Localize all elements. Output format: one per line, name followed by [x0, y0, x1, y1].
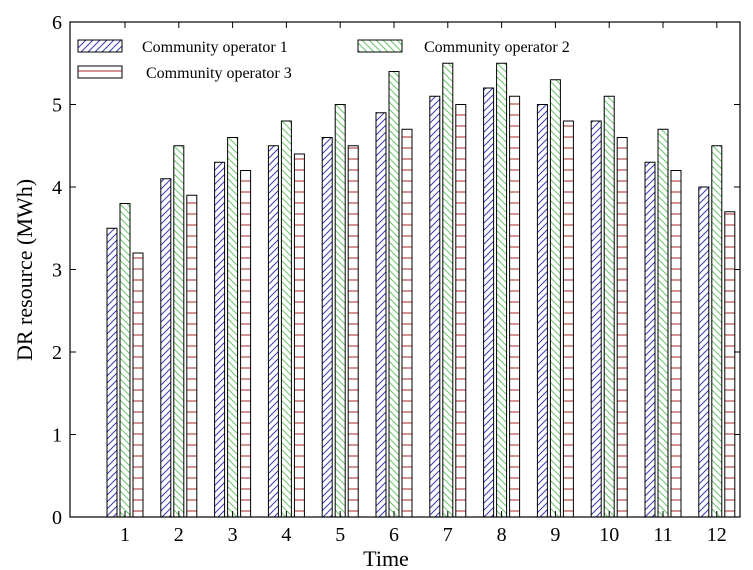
bar-series2-t2 [173, 145, 185, 518]
bar-series2-t3 [227, 137, 239, 518]
bar-series2-t10 [603, 95, 615, 518]
bar-series3-t10 [616, 137, 628, 518]
bar-series1-t11 [644, 161, 656, 518]
legend-label-series1: Community operator 1 [142, 39, 288, 56]
bar-series2-t9 [549, 79, 561, 518]
x-tick-label-1: 1 [120, 524, 130, 546]
bar-series1-t3 [214, 161, 226, 518]
bar-series3-t6 [401, 128, 413, 518]
bar-series3-t2 [186, 194, 198, 518]
bar-series1-t1 [106, 227, 118, 518]
bar-series3-t11 [670, 170, 682, 518]
y-tick-label-5: 5 [52, 95, 62, 117]
bar-series2-t4 [280, 120, 292, 518]
bar-series1-t2 [160, 178, 172, 518]
y-tick-label-1: 1 [52, 425, 62, 447]
x-tick-label-12: 12 [707, 524, 727, 546]
bar-series2-t12 [711, 145, 723, 518]
x-tick-label-4: 4 [281, 524, 291, 546]
bar-series3-t9 [562, 120, 574, 518]
legend-swatch-series1 [77, 39, 123, 53]
x-tick-label-2: 2 [174, 524, 184, 546]
bar-series1-t10 [590, 120, 602, 518]
bar-series1-t9 [536, 104, 548, 518]
bar-series2-t1 [119, 203, 131, 518]
bar-series3-t12 [724, 211, 736, 518]
bar-series1-t7 [429, 95, 441, 518]
bar-series3-t8 [509, 95, 521, 518]
bar-series1-t12 [698, 186, 710, 518]
y-tick-label-2: 2 [52, 342, 62, 364]
bar-series1-t6 [375, 112, 387, 518]
bar-series2-t5 [334, 104, 346, 518]
legend-label-series2: Community operator 2 [424, 39, 570, 56]
bar-series2-t7 [442, 62, 454, 518]
y-tick-label-4: 4 [52, 177, 62, 199]
bars-group [106, 62, 736, 518]
y-axis-label: DR resource (MWh) [12, 179, 37, 361]
bar-series3-t1 [132, 252, 144, 518]
legend: Community operator 1 Community operator 2… [77, 39, 570, 82]
bar-series1-t5 [321, 137, 333, 518]
x-tick-label-7: 7 [443, 524, 453, 546]
y-tick-label-6: 6 [52, 12, 62, 34]
x-tick-label-5: 5 [335, 524, 345, 546]
bar-series1-t8 [483, 87, 495, 518]
bar-series2-t6 [388, 71, 400, 518]
legend-swatch-series3 [77, 65, 123, 79]
bar-series3-t4 [293, 153, 305, 518]
legend-label-series3: Community operator 3 [146, 65, 292, 82]
x-tick-label-3: 3 [228, 524, 238, 546]
bar-series1-t4 [267, 145, 279, 518]
x-tick-label-8: 8 [497, 524, 507, 546]
bar-series3-t3 [240, 170, 252, 518]
x-tick-label-6: 6 [389, 524, 399, 546]
x-tick-label-9: 9 [550, 524, 560, 546]
bar-series3-t7 [455, 104, 467, 518]
bar-series2-t11 [657, 128, 669, 518]
x-axis-label: Time [363, 546, 409, 570]
legend-swatch-series2 [357, 39, 403, 53]
y-tick-label-3: 3 [52, 260, 62, 282]
y-tick-label-0: 0 [52, 507, 62, 529]
x-tick-label-10: 10 [599, 524, 619, 546]
x-tick-label-11: 11 [653, 524, 672, 546]
bar-series2-t8 [496, 62, 508, 518]
bar-series3-t5 [347, 145, 359, 518]
